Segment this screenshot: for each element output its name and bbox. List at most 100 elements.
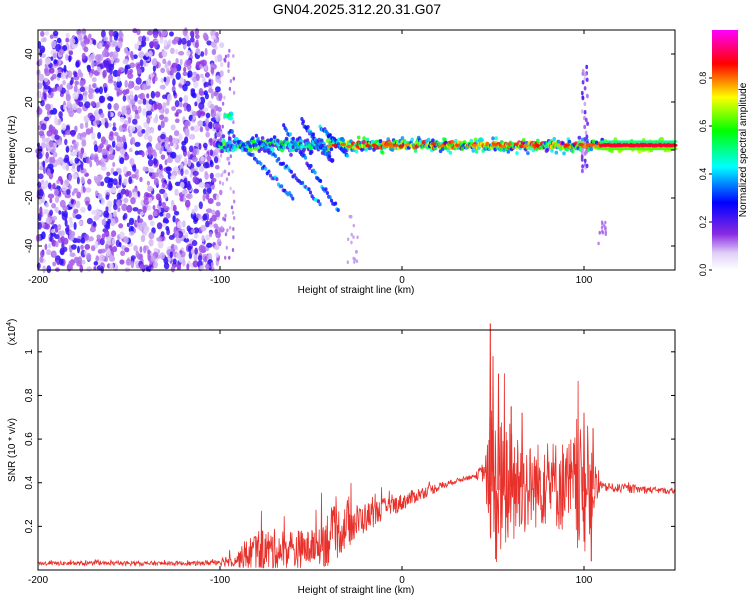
spectrogram-point (152, 76, 156, 84)
spectrogram-point (58, 118, 62, 125)
spectrogram-point (37, 200, 42, 205)
spectrogram-point (99, 95, 106, 103)
spectrogram-point (66, 189, 71, 195)
spectrogram-point (203, 81, 210, 88)
spectrogram-x-ticks: -200 -100 0 100 (28, 30, 593, 286)
spectrogram-point (163, 206, 170, 212)
spectrogram-point (107, 218, 111, 224)
spectrogram-point (96, 234, 101, 240)
spectrogram-point (206, 242, 213, 248)
spectrogram-point (174, 112, 179, 117)
spectrogram-point (311, 132, 316, 137)
spectrogram-point (96, 214, 100, 221)
spectrogram-point (288, 132, 293, 137)
spectrogram-point (117, 207, 121, 212)
spectrogram-point (583, 101, 587, 107)
spectrogram-point (134, 43, 140, 50)
spectrogram-point (225, 245, 228, 250)
spectrogram-point (584, 117, 588, 123)
spectrogram-point (38, 189, 44, 197)
spectrogram-point (328, 195, 332, 200)
spectrogram-point (219, 141, 223, 146)
spectrogram-point (134, 114, 141, 120)
spectrogram-point (40, 123, 47, 131)
spectrogram-point (158, 114, 165, 121)
spectrogram-point (192, 176, 198, 184)
spectrogram-point (189, 173, 193, 178)
spectrogram-point (157, 124, 162, 131)
spectrogram-point (191, 240, 198, 247)
spectrogram-point (534, 143, 541, 148)
spectrogram-point (232, 227, 235, 231)
spectrogram-point (580, 154, 584, 159)
spectrogram-point (581, 147, 584, 153)
spectrogram-point (319, 179, 323, 183)
spectrogram-point (229, 225, 232, 230)
spectrogram-point (193, 227, 200, 234)
spectrogram-point (350, 232, 353, 237)
spectrogram-point (197, 120, 204, 127)
spectrogram-point (113, 103, 119, 111)
spectrogram-point (50, 92, 54, 99)
spectrogram-point (102, 69, 107, 78)
spectrogram-point (94, 190, 99, 197)
spectrogram-point (137, 93, 144, 99)
spectrogram-point (108, 153, 115, 161)
spectrogram-point (506, 149, 511, 154)
spectrogram-point (578, 142, 584, 146)
spectrogram-point (159, 37, 164, 44)
spectrogram-point (297, 145, 301, 149)
spectrogram-point (174, 188, 179, 196)
spectrogram-point (85, 187, 92, 193)
spectrogram-point (293, 173, 297, 178)
spectrogram-point (41, 137, 49, 143)
spectrogram-point (231, 248, 235, 252)
spectrogram-point (81, 139, 87, 147)
spectrogram-point (117, 40, 123, 49)
spectrogram-point (426, 137, 431, 142)
spectrogram-point (215, 86, 221, 93)
spectrogram-point (270, 147, 275, 153)
spectrogram-point (480, 138, 484, 143)
spectrogram-point (472, 143, 478, 147)
spectrogram-point (378, 139, 383, 144)
spectrogram-point (73, 143, 78, 150)
spectrogram-point (63, 64, 67, 73)
spectrogram-point (341, 138, 346, 143)
spectrogram-point (189, 30, 195, 37)
spectrogram-point (204, 47, 208, 56)
spectrogram-point (148, 239, 154, 247)
spectrogram-point (96, 101, 101, 108)
spectrogram-point (138, 51, 145, 59)
spectrogram-point (477, 146, 481, 150)
spectrogram-point (219, 42, 225, 49)
spectrogram-point (82, 186, 86, 193)
snr-peak (592, 428, 595, 490)
spectrogram-point (146, 93, 150, 99)
spectrogram-point (583, 110, 587, 115)
spectrogram-point (43, 208, 50, 215)
spectrogram-point (174, 118, 180, 123)
spectrogram-point (253, 145, 259, 151)
spectrogram-point (134, 172, 139, 180)
spectrogram-point (194, 101, 198, 107)
spectrogram-point (219, 97, 222, 102)
snr-x-ticks: -200 -100 0 100 (28, 330, 593, 586)
spectrogram-point (169, 74, 175, 79)
spectrogram-point (113, 131, 119, 137)
spectrogram-point (132, 207, 139, 212)
spectrogram-point (215, 201, 221, 207)
spectrogram-point (215, 172, 222, 178)
spectrogram-point (46, 249, 52, 256)
spectrogram-point (188, 159, 192, 165)
spectrogram-point (113, 80, 117, 87)
spectrogram-point (152, 260, 159, 269)
spectrogram-point (87, 178, 92, 185)
spectrogram-point (232, 190, 235, 194)
spectrogram-point (211, 48, 217, 56)
spectrogram-point (328, 133, 332, 138)
spectrogram-point (37, 173, 44, 180)
spectrogram-point (105, 243, 109, 250)
spectrogram-point (199, 265, 204, 271)
spectrogram-point (170, 265, 176, 273)
